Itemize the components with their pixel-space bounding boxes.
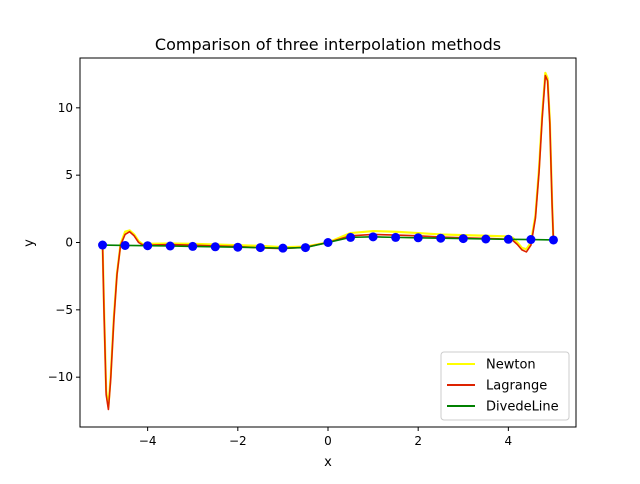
y-tick-label: 0 (65, 236, 73, 250)
data-point-marker (165, 241, 175, 251)
y-axis-ticks: −10 −5 0 5 10 (48, 101, 80, 384)
data-point-marker (346, 232, 356, 242)
data-point-marker (143, 241, 153, 251)
data-point-marker (413, 233, 423, 243)
data-point-marker (210, 242, 220, 252)
data-point-marker (323, 238, 333, 247)
y-tick-label: 5 (65, 168, 73, 182)
data-point-marker (255, 243, 265, 253)
data-point-marker (98, 240, 108, 250)
data-point-marker (458, 234, 468, 244)
data-point-marker (368, 232, 378, 242)
y-tick-label: 10 (58, 101, 73, 115)
legend-label-lagrange: Lagrange (486, 379, 547, 394)
x-tick-label: 2 (414, 434, 422, 448)
data-point-marker (481, 234, 491, 244)
data-point-marker (233, 242, 243, 252)
y-tick-label: −5 (55, 303, 73, 317)
nodes-layer (98, 232, 558, 253)
legend: Newton Lagrange DivedeLine (440, 351, 570, 421)
data-point-marker (120, 240, 130, 250)
data-point-marker (278, 243, 288, 253)
x-axis-label: x (324, 455, 332, 470)
chart-title: Comparison of three interpolation method… (155, 35, 501, 54)
data-point-marker (188, 241, 198, 251)
data-point-marker (391, 232, 401, 242)
data-point-marker (300, 243, 310, 253)
y-tick-label: −10 (48, 370, 73, 384)
legend-label-newton: Newton (486, 358, 536, 373)
y-axis-label: y (22, 239, 37, 247)
data-point-marker (436, 233, 446, 243)
x-tick-label: 4 (505, 434, 513, 448)
x-axis-ticks: −4 −2 0 2 4 (139, 427, 512, 448)
legend-entries: Newton Lagrange DivedeLine (447, 358, 559, 415)
x-tick-label: −2 (229, 434, 247, 448)
x-tick-label: 0 (324, 434, 332, 448)
legend-box (440, 351, 570, 421)
data-point-marker (548, 235, 558, 245)
data-point-marker (526, 235, 536, 245)
data-point-marker (503, 234, 513, 244)
legend-label-divedeline: DivedeLine (486, 400, 559, 415)
x-tick-label: −4 (139, 434, 157, 448)
